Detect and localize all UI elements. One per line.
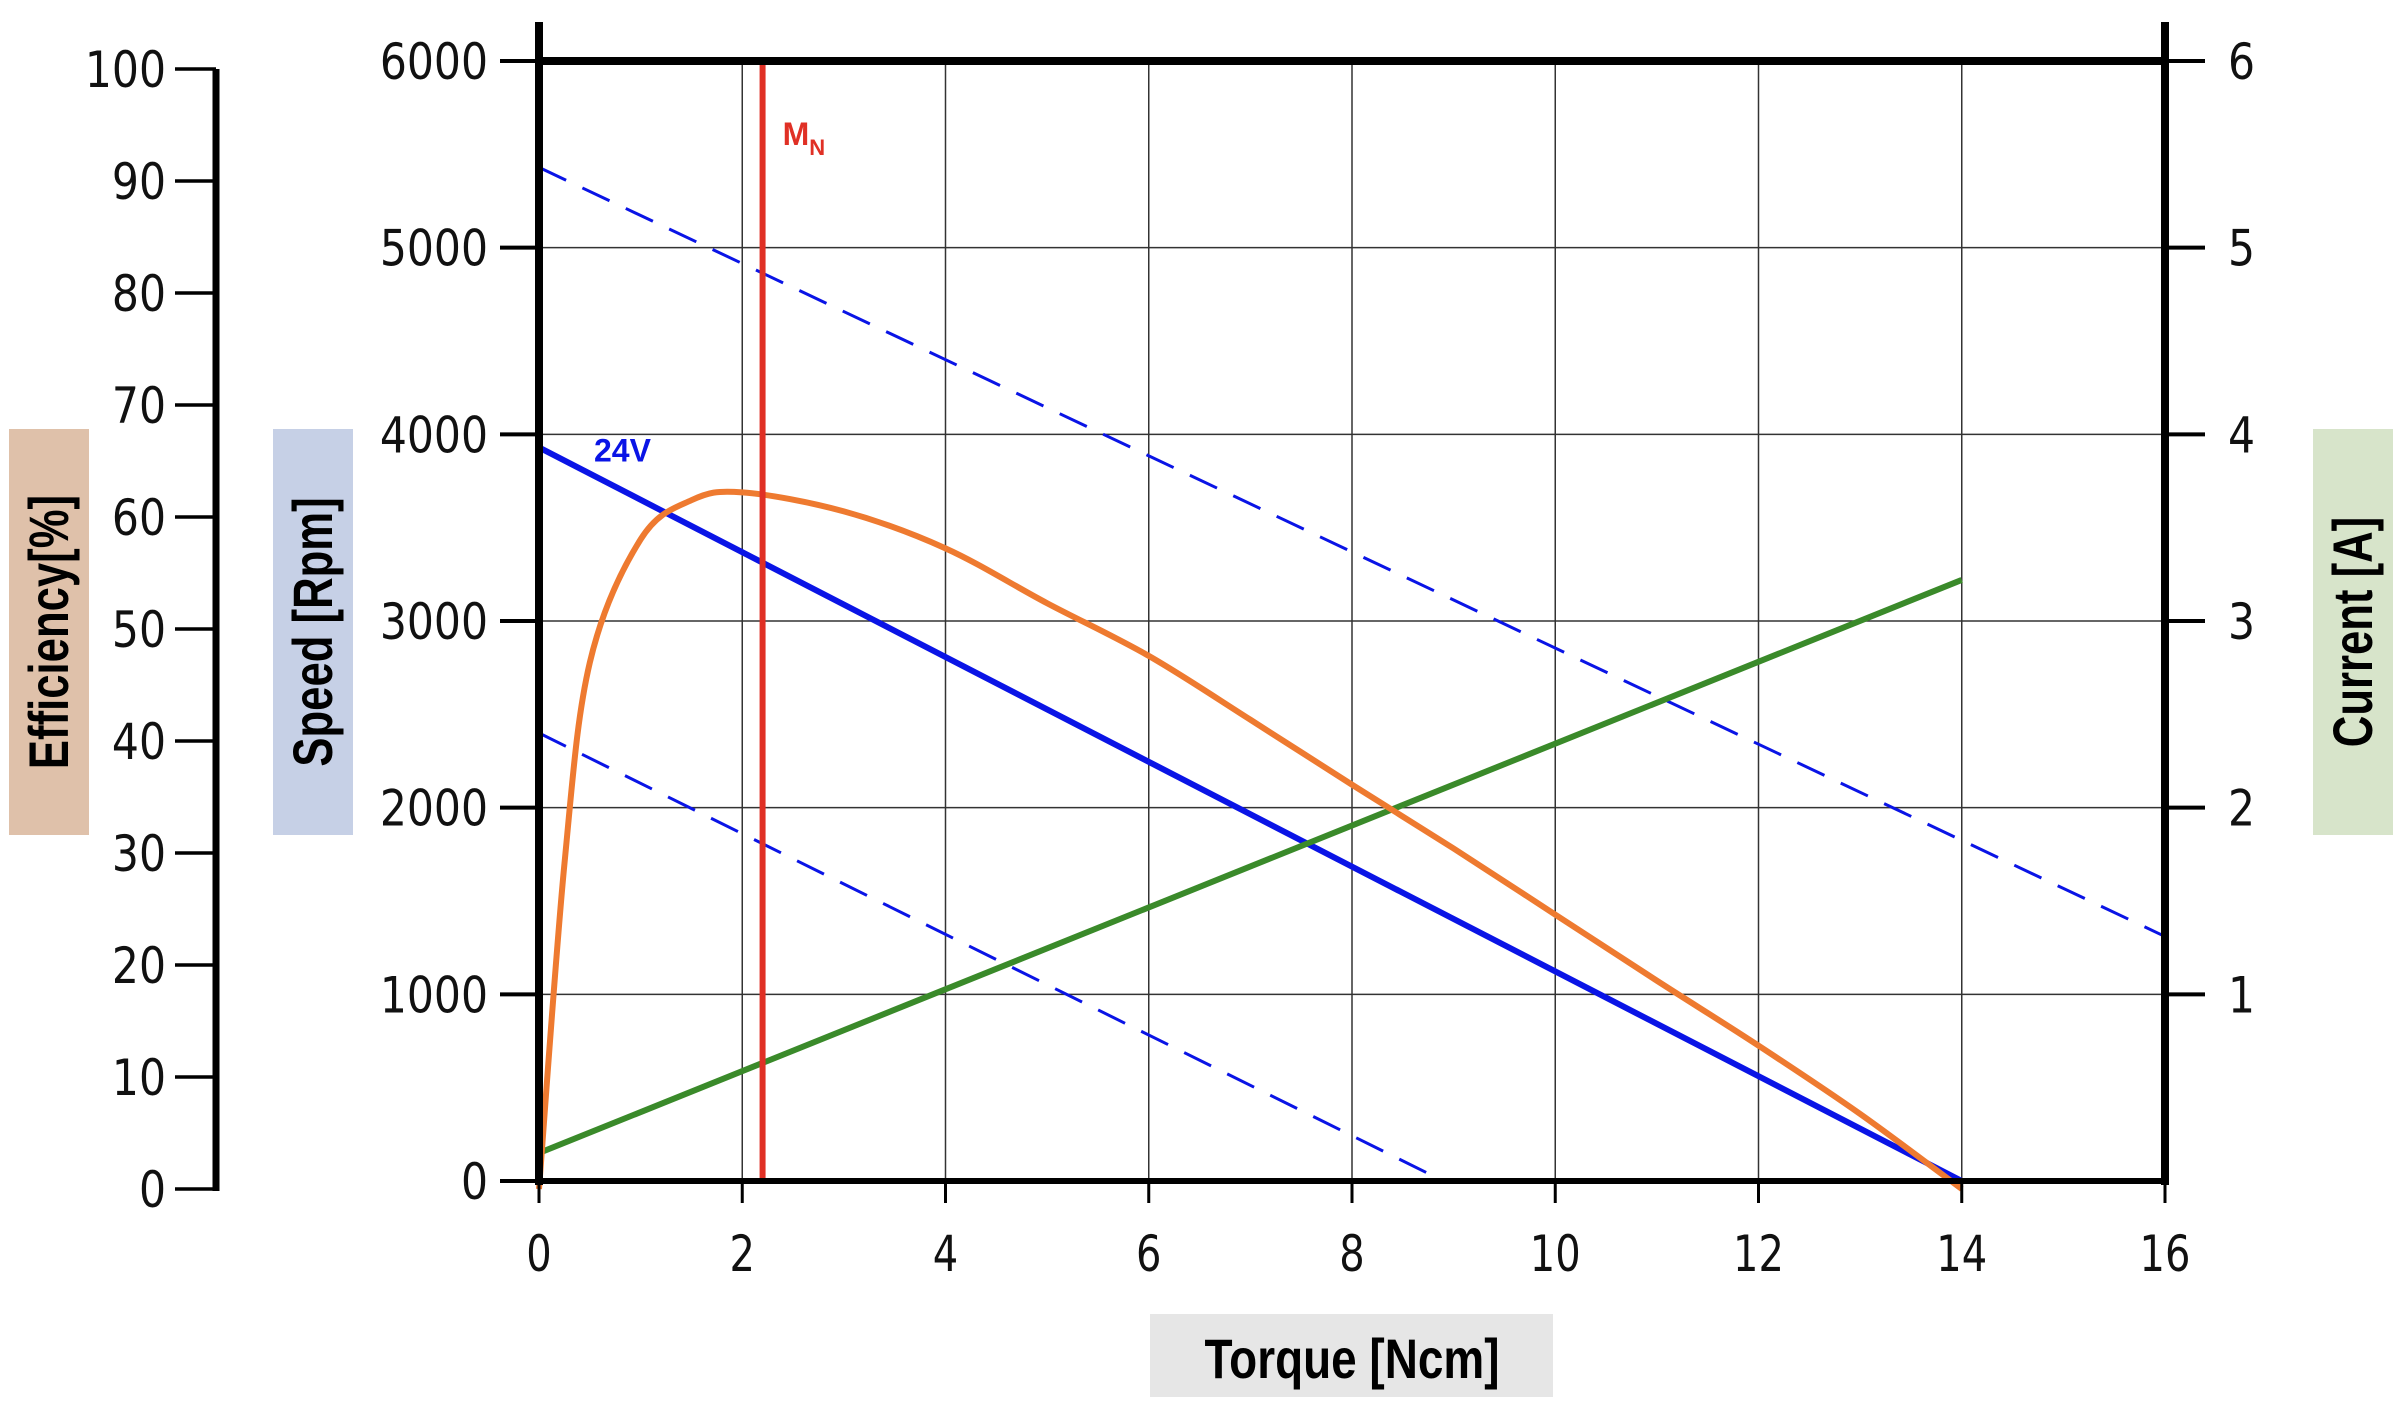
x-tick-label: 14 [1936,1225,1987,1284]
current-tick-label: 2 [2228,779,2255,837]
torque-axis-label: Torque [Ncm] [1205,1328,1500,1390]
speed-tick-label: 0 [461,1153,488,1211]
efficiency-tick-label: 50 [112,601,166,659]
speed-curve-2 [538,731,1445,1183]
efficiency-tick-label: 30 [112,825,166,883]
efficiency-tick-label: 0 [139,1161,166,1219]
x-tick-label: 16 [2140,1225,2191,1284]
x-tick-label: 2 [730,1225,755,1284]
series-label: 24V [594,432,652,468]
efficiency-curve-4 [536,488,1964,1192]
current-tick-label: 4 [2228,406,2255,464]
efficiency-tick-label: 90 [112,153,166,211]
efficiency-tick-label: 80 [112,265,166,323]
x-tick-label: 0 [526,1225,551,1284]
series-layer: 24V MN [536,61,2166,1192]
efficiency-axis-label: Efficiency[%] [18,495,80,769]
labels: Efficiency[%] Speed [Rpm] Current [A] To… [9,429,2393,1397]
current-label-bg [2313,429,2393,835]
speed-tick-label: 3000 [380,593,488,651]
speed-curve-1 [538,166,2166,938]
efficiency-tick-label: 60 [112,489,166,547]
efficiency-tick-label: 20 [112,937,166,995]
series-24V [537,444,1964,1184]
speed-axis-label: Speed [Rpm] [282,497,344,766]
x-tick-label: 12 [1733,1225,1784,1284]
torque-label-bg [1150,1314,1553,1397]
grid [538,60,2166,1182]
efficiency-tick-label: 40 [112,713,166,771]
efficiency-label-bg [9,429,89,835]
speed-tick-label: 5000 [380,219,488,277]
axes: 0 2 4 6 8 10 12 14 16010002000300040005000600001… [85,22,2255,1283]
current-tick-label: 3 [2228,593,2255,651]
x-tick-label: 6 [1136,1225,1161,1284]
efficiency-tick-label: 10 [112,1049,166,1107]
efficiency-tick-label: 70 [112,377,166,435]
x-tick-label: 8 [1339,1225,1364,1284]
speed-tick-label: 2000 [380,779,488,837]
current-tick-label: 5 [2228,219,2255,277]
speed-tick-label: 4000 [380,406,488,464]
x-tick-label: 4 [933,1225,958,1284]
rated-torque-label: MN [783,116,826,160]
current-axis-label: Current [A] [2322,517,2384,747]
speed-tick-label: 6000 [380,33,488,91]
efficiency-tick-label: 100 [85,41,166,99]
speed-label-bg [273,429,353,835]
speed-tick-label: 1000 [380,966,488,1024]
current-tick-label: 6 [2228,33,2255,91]
x-tick-label: 10 [1530,1225,1581,1284]
current-curve-3 [537,577,1963,1156]
current-tick-label: 1 [2228,966,2255,1024]
